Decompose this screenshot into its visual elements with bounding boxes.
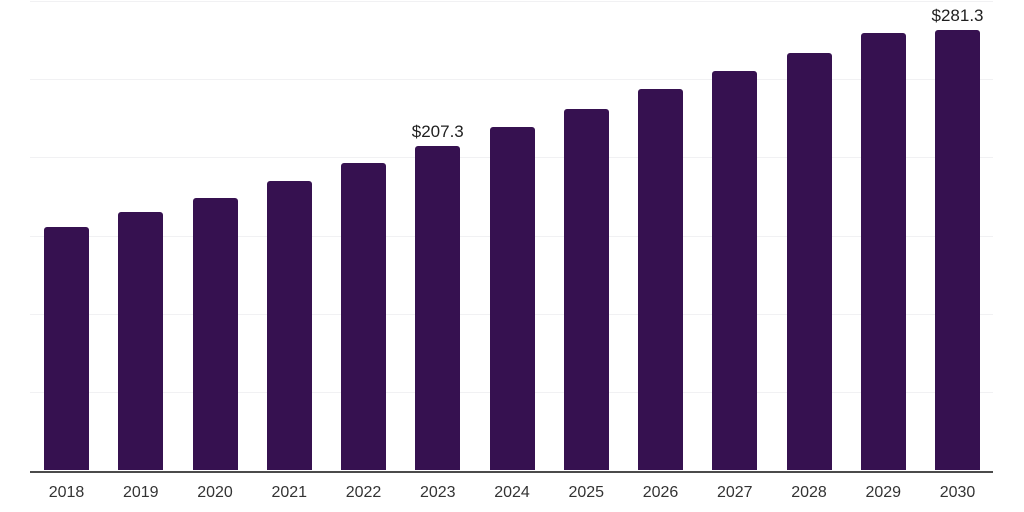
bar-2029	[860, 33, 906, 471]
x-axis-label-2024: 2024	[494, 484, 530, 501]
bar-2023	[415, 145, 461, 471]
x-axis-label-2021: 2021	[271, 484, 308, 501]
bar-2019	[118, 211, 164, 471]
bar-2030	[935, 29, 980, 471]
bar-2026	[638, 88, 683, 471]
bar-2022	[341, 162, 386, 471]
x-axis-label-2027: 2027	[716, 484, 753, 501]
bar-2028	[786, 52, 832, 471]
x-axis-label-2022: 2022	[345, 484, 382, 501]
bar-2027	[712, 71, 758, 471]
x-axis-label-2020: 2020	[197, 484, 233, 501]
bar-2024	[489, 127, 535, 471]
gridline	[30, 78, 993, 80]
x-axis-label-2030: 2030	[939, 484, 976, 501]
x-axis-label-2023: 2023	[419, 484, 456, 501]
x-axis-label-2028: 2028	[791, 484, 827, 501]
bar-2025	[563, 108, 609, 471]
bar-2020	[192, 197, 238, 471]
x-axis-label-2029: 2029	[865, 484, 902, 501]
data-label-2030: $281.3	[931, 5, 984, 25]
x-axis-label-2026: 2026	[642, 484, 679, 501]
x-axis-line	[30, 470, 993, 473]
gridline	[30, 0, 993, 2]
x-axis-label-2025: 2025	[568, 484, 605, 501]
bar-2018	[44, 226, 89, 471]
bar-2021	[266, 180, 312, 471]
x-axis-label-2018: 2018	[48, 484, 85, 501]
x-axis-label-2019: 2019	[122, 484, 159, 501]
data-label-2023: $207.3	[411, 121, 464, 141]
